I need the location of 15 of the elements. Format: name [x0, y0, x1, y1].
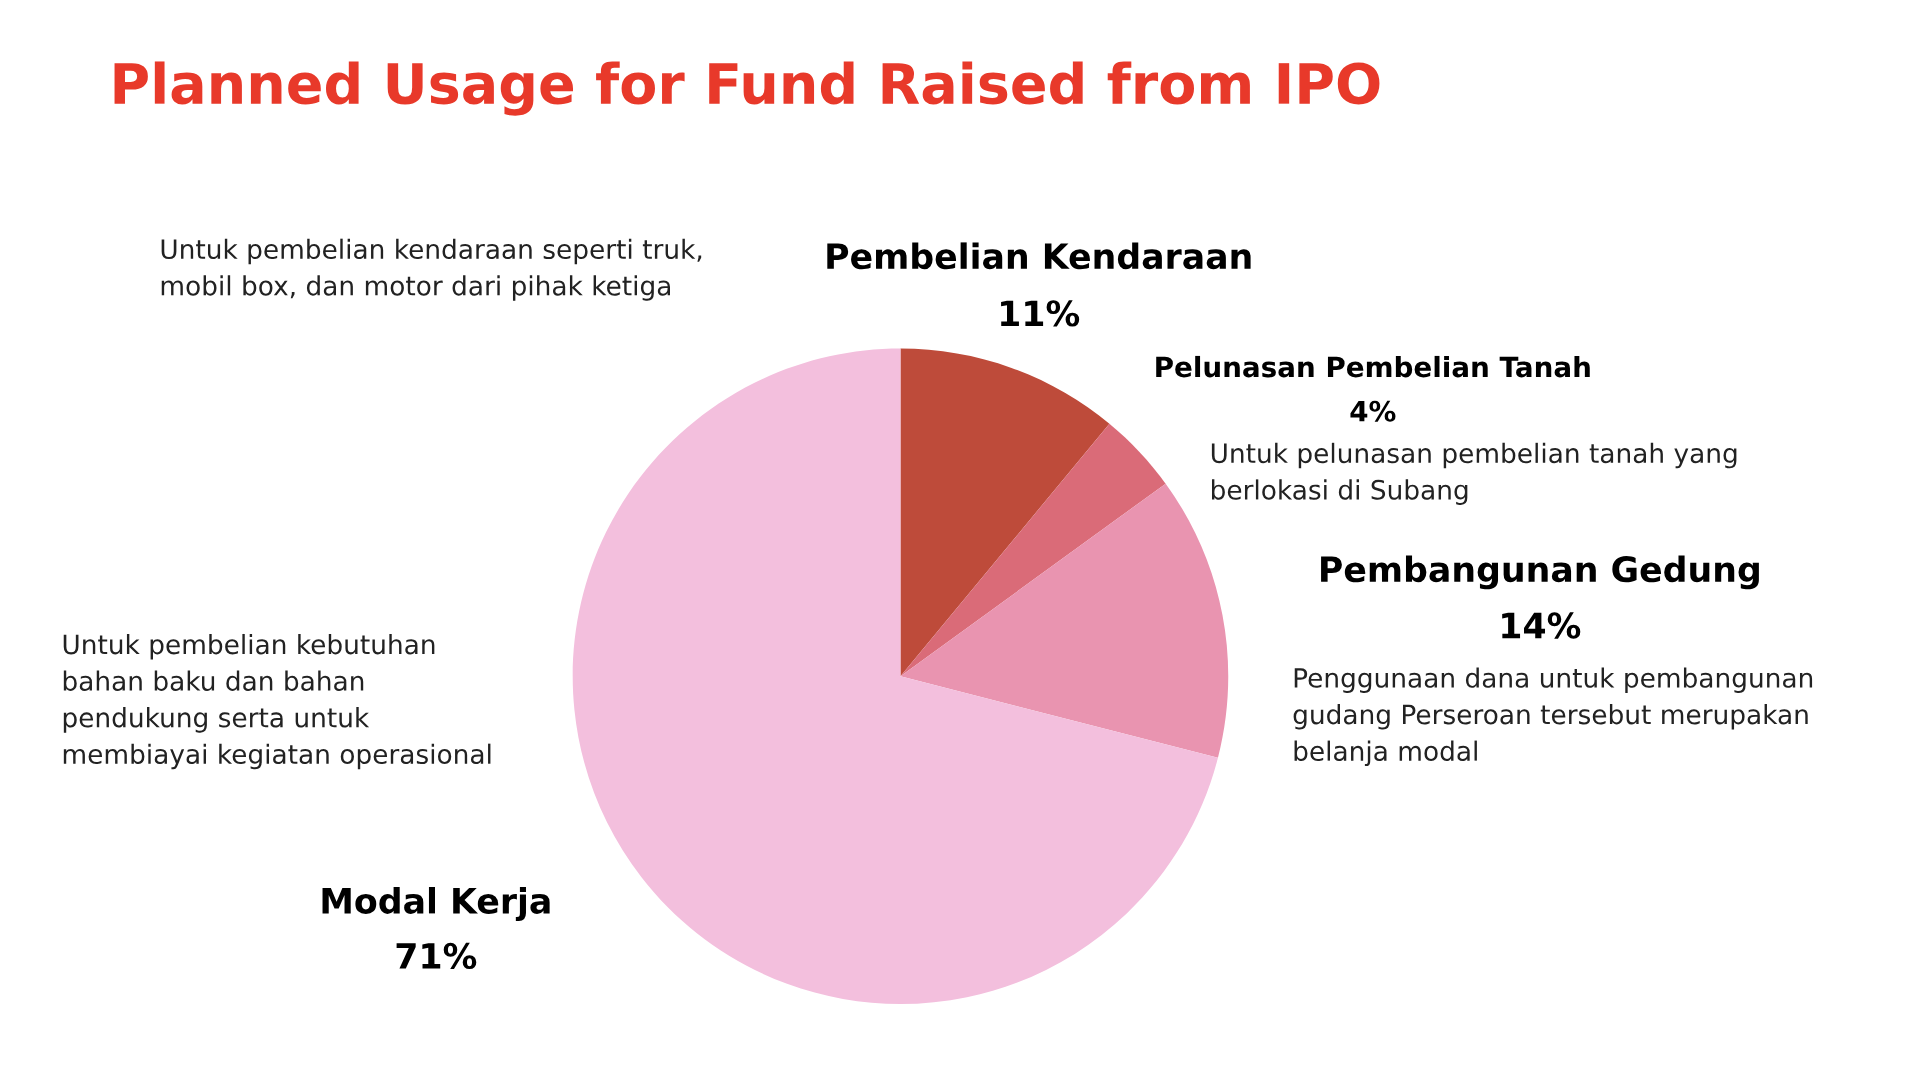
text: Untuk pelunasan pembelian tanah yang berlokasi di Subang	[1211, 442, 1737, 505]
slice-label: Modal Kerja	[322, 887, 550, 921]
text: Untuk pembelian kendaraan seperti truk, mobil box, dan motor dari pihak ketiga	[161, 238, 702, 301]
pie-slice	[900, 348, 1110, 677]
data-label: 14%	[1502, 612, 1581, 639]
slice-label: Pembangunan Gedung	[1321, 555, 1759, 590]
chart-title: Planned Usage for Fund Raised from IPO	[114, 61, 1380, 116]
slice-label: Pembelian Kendaraan	[827, 242, 1251, 270]
slice-label: Pelunasan Pembelian Tanah	[1156, 355, 1590, 378]
data-label: 11%	[1001, 300, 1080, 327]
text: Untuk pembelian kebutuhan bahan baku dan bahan pendukung serta untuk membiayai kegiatan operasional	[63, 633, 491, 770]
text: Penggunaan dana untuk pembangunan gudang Perseroan tersebut merupakan belanja modal	[1293, 667, 1813, 767]
data-label: 4%	[1350, 400, 1396, 422]
data-label: 71%	[396, 942, 477, 970]
pie-slice	[900, 423, 1166, 677]
